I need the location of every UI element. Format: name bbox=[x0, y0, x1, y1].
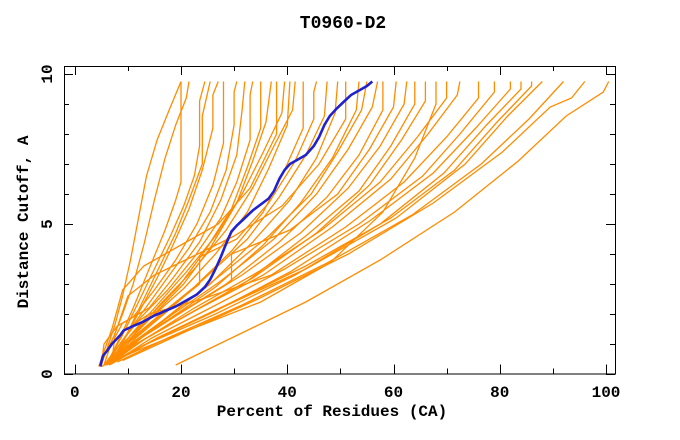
model-curve bbox=[103, 81, 254, 366]
model-curve bbox=[108, 81, 427, 366]
x-tick-label: 40 bbox=[278, 384, 297, 402]
model-curve bbox=[111, 81, 286, 363]
axes-frame-and-ticks: 0 20 40 60 80 100 0 5 10 bbox=[39, 64, 620, 402]
model-curves bbox=[98, 80, 610, 368]
model-curve bbox=[98, 81, 347, 367]
x-axis-label: Percent of Residues (CA) bbox=[217, 403, 447, 421]
y-tick-label: 0 bbox=[39, 369, 57, 379]
model-curve bbox=[108, 81, 512, 366]
model-curve bbox=[103, 81, 304, 366]
model-curve bbox=[111, 81, 408, 364]
x-tick-label: 60 bbox=[384, 384, 403, 402]
model-curve bbox=[175, 81, 610, 366]
model-curve bbox=[111, 81, 211, 363]
model-curve bbox=[100, 81, 225, 366]
model-curve bbox=[122, 81, 586, 362]
model-curve bbox=[106, 81, 461, 366]
y-tick-label: 5 bbox=[39, 219, 57, 229]
y-tick-label: 10 bbox=[39, 64, 57, 83]
x-tick-label: 0 bbox=[70, 384, 80, 402]
model-curve bbox=[111, 81, 328, 363]
model-curve bbox=[106, 81, 543, 366]
model-curve bbox=[106, 81, 480, 366]
model-curve bbox=[106, 81, 318, 366]
x-tick-label: 20 bbox=[171, 384, 190, 402]
model-curve bbox=[100, 81, 182, 366]
y-axis-label: Distance Cutoff, A bbox=[15, 135, 33, 308]
model-curve bbox=[108, 81, 339, 364]
x-tick-label: 100 bbox=[592, 384, 621, 402]
model-curve bbox=[117, 81, 564, 363]
x-tick-label: 80 bbox=[490, 384, 509, 402]
model-curve bbox=[108, 81, 219, 366]
model-curve bbox=[111, 81, 496, 365]
plot-title: T0960-D2 bbox=[300, 14, 386, 34]
model-curve bbox=[111, 81, 448, 363]
model-curve bbox=[98, 81, 278, 366]
model-curve bbox=[106, 81, 238, 366]
highlight-curve bbox=[99, 80, 374, 367]
model-curve bbox=[106, 81, 522, 366]
